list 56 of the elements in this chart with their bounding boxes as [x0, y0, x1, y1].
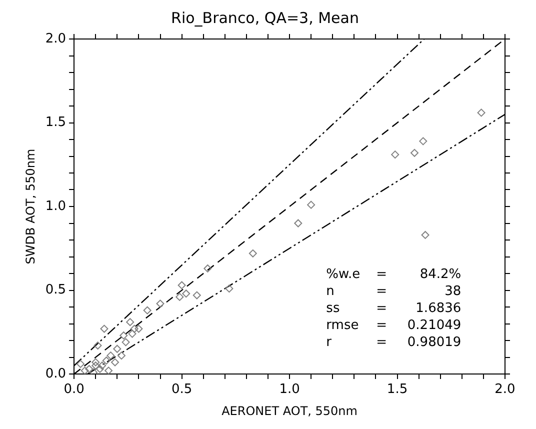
point	[391, 150, 400, 159]
point	[477, 108, 486, 117]
point	[248, 249, 257, 258]
point	[85, 364, 94, 373]
text: r = 0.98019	[326, 335, 462, 350]
point	[94, 342, 102, 350]
point	[122, 338, 130, 346]
point	[143, 306, 152, 314]
chart-title: Rio_Branco, QA=3, Mean	[171, 8, 359, 27]
point	[100, 324, 108, 333]
x-tick-label: 2.0	[494, 382, 516, 398]
point	[178, 281, 186, 290]
point	[130, 324, 138, 333]
point	[120, 331, 128, 340]
point	[134, 324, 143, 333]
text: rmse = 0.21049	[326, 318, 462, 333]
point	[128, 330, 136, 338]
point	[89, 368, 98, 374]
y-tick-label: 0.5	[45, 282, 66, 298]
point	[176, 292, 184, 301]
point	[419, 137, 428, 146]
point	[307, 200, 316, 209]
x-tick-label: 1.5	[386, 382, 408, 398]
point	[92, 358, 100, 366]
x-tick-label: 1.0	[279, 382, 300, 398]
point	[126, 318, 134, 326]
y-tick-label: 0.0	[45, 366, 66, 382]
point	[104, 366, 113, 374]
point	[96, 364, 104, 373]
y-axis-title: SWDB AOT, 550nm	[23, 148, 38, 264]
point	[294, 219, 302, 228]
x-tick-label: 0.5	[171, 382, 192, 398]
x-axis-title: AERONET AOT, 550nm	[222, 404, 358, 418]
point	[113, 344, 122, 353]
point	[76, 360, 85, 368]
text: ss = 1.6836	[326, 301, 462, 316]
x-tick-label: 0.0	[64, 382, 84, 398]
text: %w.e = 84.2%	[326, 267, 462, 282]
point	[111, 358, 120, 366]
point	[156, 300, 164, 308]
y-tick-label: 1.0	[45, 198, 66, 214]
point	[225, 284, 234, 293]
point	[204, 264, 212, 272]
text: n = 38	[326, 284, 462, 299]
y-tick-label: 1.5	[45, 115, 66, 130]
point	[421, 230, 430, 239]
y-tick-label: 2.0	[45, 31, 66, 46]
point	[92, 362, 100, 370]
point	[410, 148, 419, 157]
point	[182, 290, 190, 298]
point	[80, 366, 89, 374]
point	[192, 291, 201, 300]
point	[117, 352, 126, 360]
point	[98, 362, 106, 370]
point	[102, 356, 110, 365]
point	[106, 352, 115, 360]
